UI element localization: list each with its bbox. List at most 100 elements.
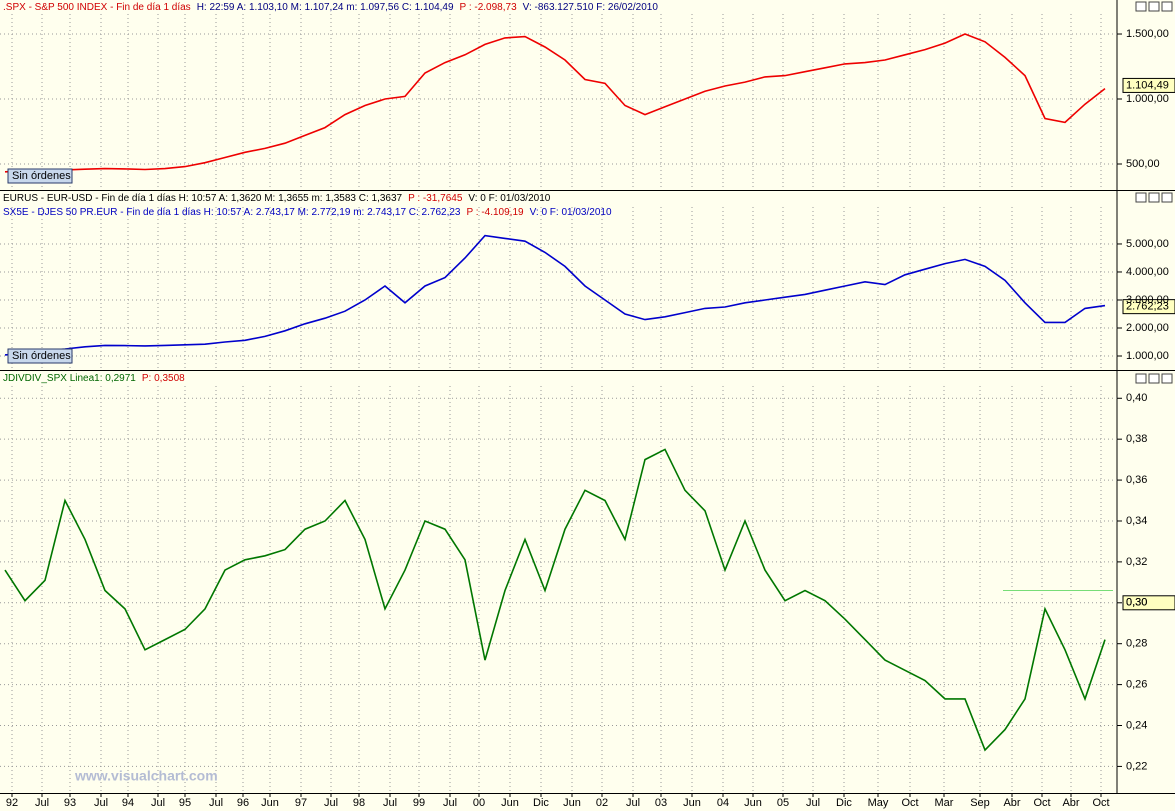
x-tick-label: Jun xyxy=(744,797,762,809)
y-tick-label: 5.000,00 xyxy=(1126,238,1169,250)
x-tick-label: Jul xyxy=(383,797,397,809)
x-tick-label: Jun xyxy=(563,797,581,809)
y-tick-label: 1.500,00 xyxy=(1126,28,1169,40)
plots xyxy=(4,33,1175,752)
x-tick-label: Jul xyxy=(151,797,165,809)
close-button[interactable] xyxy=(1161,1,1173,12)
order-status-button[interactable] xyxy=(7,168,73,184)
x-tick-label: Dic xyxy=(533,797,549,809)
y-tick-label: 500,00 xyxy=(1126,158,1160,170)
minimize-button[interactable] xyxy=(1135,373,1147,384)
x-tick-label: Mar xyxy=(935,797,954,809)
y-tick-label: 4.000,00 xyxy=(1126,266,1169,278)
x-tick-label: Jul xyxy=(443,797,457,809)
header-segment: SX5E - DJES 50 PR.EUR - Fin de día 1 día… xyxy=(3,207,461,218)
header-segment: JDIVDIV_SPX Linea1: 0,2971 xyxy=(3,373,136,384)
y-tick-label: 3.000,00 xyxy=(1126,294,1169,306)
x-tick-label: 98 xyxy=(353,797,365,809)
last-value-box xyxy=(1122,595,1175,611)
last-value-label: 0,30 xyxy=(1126,597,1147,609)
x-tick-label: 00 xyxy=(473,797,485,809)
order-status-button[interactable] xyxy=(7,348,73,364)
last-value-label: 1.104,49 xyxy=(1126,79,1169,91)
y-tick-label: 0,32 xyxy=(1126,556,1147,568)
header-segment: P : -2.098,73 xyxy=(460,2,518,13)
x-tick-label: Oct xyxy=(1092,797,1109,809)
x-tick-label: Jun xyxy=(261,797,279,809)
price-line xyxy=(4,33,1106,173)
x-tick-label: 03 xyxy=(655,797,667,809)
y-tick-label: 0,22 xyxy=(1126,760,1147,772)
grid xyxy=(0,14,1122,797)
y-tick-label: 0,36 xyxy=(1126,474,1147,486)
y-tick-label: 2.000,00 xyxy=(1126,322,1169,334)
labels: 500,00 1.000,00 1.500,00 .SPX - S&P 500 IND… xyxy=(3,2,1169,809)
close-button[interactable] xyxy=(1161,192,1173,203)
panel-header: JDIVDIV_SPX Linea1: 0,2971 P: 0,3508 xyxy=(3,373,185,384)
x-tick-label: Oct xyxy=(1033,797,1050,809)
x-tick-label: Jul xyxy=(35,797,49,809)
x-tick-label: Oct xyxy=(901,797,918,809)
header-segment: P : -31,7645 xyxy=(408,193,463,204)
x-tick-label: Jul xyxy=(324,797,338,809)
header-segment: EURUS - EUR-USD - Fin de día 1 días H: 1… xyxy=(3,193,403,204)
close-button[interactable] xyxy=(1161,373,1173,384)
minimize-button[interactable] xyxy=(1135,192,1147,203)
maximize-button[interactable] xyxy=(1148,373,1160,384)
x-tick-label: 94 xyxy=(122,797,134,809)
y-tick-label: 1.000,00 xyxy=(1126,350,1169,362)
header-segment: P: 0,3508 xyxy=(142,373,185,384)
x-tick-label: 02 xyxy=(596,797,608,809)
maximize-button[interactable] xyxy=(1148,1,1160,12)
x-tick-label: 99 xyxy=(413,797,425,809)
y-tick-label: 0,24 xyxy=(1126,719,1147,731)
maximize-button[interactable] xyxy=(1148,192,1160,203)
last-value-box xyxy=(1122,299,1175,315)
last-value-label: 2.762,23 xyxy=(1126,301,1169,313)
x-tick-label: Dic xyxy=(836,797,852,809)
order-status-label: Sin órdenes xyxy=(12,170,71,182)
x-tick-label: Jul xyxy=(626,797,640,809)
y-tick-label: 0,34 xyxy=(1126,515,1147,527)
price-line xyxy=(4,448,1106,752)
watermark: www.visualchart.com xyxy=(74,768,218,784)
x-tick-label: Sep xyxy=(970,797,990,809)
x-tick-label: 05 xyxy=(777,797,789,809)
panel-header: EURUS - EUR-USD - Fin de día 1 días H: 1… xyxy=(3,193,551,204)
x-tick-label: Jul xyxy=(806,797,820,809)
header-segment: .SPX - S&P 500 INDEX - Fin de día 1 días xyxy=(3,2,191,13)
y-tick-label: 1.000,00 xyxy=(1126,93,1169,105)
x-tick-label: 93 xyxy=(64,797,76,809)
window-buttons xyxy=(1135,1,1173,384)
y-tick-label: 0,28 xyxy=(1126,638,1147,650)
header-segment: V: 0 F: 01/03/2010 xyxy=(468,193,550,204)
y-tick-label: 0,30 xyxy=(1126,597,1147,609)
x-tick-label: 95 xyxy=(179,797,191,809)
last-value-box xyxy=(1122,77,1175,93)
header-segment: V: -863.127.510 F: 26/02/2010 xyxy=(523,2,659,13)
panel-header: SX5E - DJES 50 PR.EUR - Fin de día 1 día… xyxy=(3,207,612,218)
x-tick-label: Abr xyxy=(1062,797,1079,809)
x-tick-label: Abr xyxy=(1003,797,1020,809)
y-tick-label: 0,26 xyxy=(1126,679,1147,691)
x-tick-label: 92 xyxy=(6,797,18,809)
x-tick-label: Jul xyxy=(94,797,108,809)
header-segment: P : -4.109,19 xyxy=(467,207,525,218)
y-tick-label: 0,38 xyxy=(1126,433,1147,445)
x-tick-label: Jun xyxy=(501,797,519,809)
x-tick-label: 96 xyxy=(237,797,249,809)
price-line xyxy=(4,234,1106,356)
x-tick-label: Jun xyxy=(683,797,701,809)
panel-header: .SPX - S&P 500 INDEX - Fin de día 1 días… xyxy=(3,2,658,13)
x-tick-label: 97 xyxy=(295,797,307,809)
header-segment: H: 22:59 A: 1.103,10 M: 1.107,24 m: 1.09… xyxy=(197,2,454,13)
x-tick-label: May xyxy=(868,797,889,809)
order-status-label: Sin órdenes xyxy=(12,350,71,362)
x-tick-label: Jul xyxy=(209,797,223,809)
x-tick-label: 04 xyxy=(717,797,729,809)
header-segment: V: 0 F: 01/03/2010 xyxy=(530,207,612,218)
minimize-button[interactable] xyxy=(1135,1,1147,12)
y-tick-label: 0,40 xyxy=(1126,392,1147,404)
